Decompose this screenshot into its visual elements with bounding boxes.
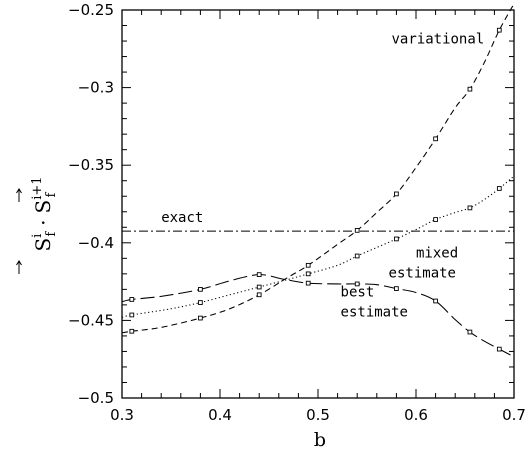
data-point-best-estimate [433, 298, 438, 304]
y-tick-label: −0.4 [78, 234, 114, 252]
data-point-variational [129, 328, 135, 334]
y-title-dot: · [31, 219, 55, 225]
annotation-variational: variational [392, 31, 485, 47]
y-tick-label: −0.45 [68, 311, 114, 329]
y-tick-label: −0.25 [68, 1, 114, 19]
data-point-variational [256, 292, 262, 298]
data-point-variational [467, 86, 473, 92]
series-line-best-estimate [121, 274, 515, 358]
data-point-mixed-estimate [394, 236, 399, 242]
series-layer [121, 3, 515, 358]
x-tick-label: 0.4 [208, 406, 232, 424]
y-title-sub-a: f [44, 231, 59, 237]
data-point-mixed-estimate [467, 205, 473, 211]
annotation-mixed: mixed [416, 246, 458, 262]
data-point-variational [496, 27, 502, 33]
data-point-best-estimate [354, 281, 360, 287]
data-point-best-estimate [467, 329, 473, 335]
x-tick-label: 0.3 [110, 406, 134, 424]
data-point-mixed-estimate [354, 253, 360, 259]
data-point-best-estimate [394, 286, 399, 291]
y-axis-title: Sif·Si+1f [30, 176, 59, 251]
annotation-exact: exact [161, 210, 203, 226]
y-title-vec-b: S [31, 200, 55, 214]
plot-frame [121, 9, 515, 399]
axes-layer: 0.3 0.4 0.5 0.6 0.7 −0.25 −0.3 −0.35 −0.4 −0.45 −0… [16, 1, 526, 424]
data-point-best-estimate [198, 287, 203, 292]
data-point-mixed-estimate [305, 271, 311, 277]
data-point-variational [198, 315, 203, 321]
annotation-best: best [341, 284, 375, 300]
data-point-mixed-estimate [496, 186, 502, 191]
y-title-sub-b: f [44, 191, 59, 197]
data-point-mixed-estimate [129, 312, 135, 318]
annotation-estimate: estimate [341, 305, 408, 321]
data-point-mixed-estimate [198, 300, 203, 305]
y-title-vector-arrowhead [16, 260, 22, 266]
y-title-vector-arrowhead [16, 188, 22, 194]
y-title-sup-b: i+1 [30, 176, 45, 199]
data-point-mixed-estimate [433, 217, 438, 222]
x-axis-title: b [314, 429, 326, 451]
data-point-variational [354, 228, 360, 233]
data-point-best-estimate [129, 297, 135, 302]
svg-text:Sif·Si+1f: Sif·Si+1f [30, 176, 59, 251]
y-title-sup-a: i [30, 234, 45, 238]
data-point-best-estimate [496, 346, 502, 352]
data-point-best-estimate [305, 280, 311, 286]
y-tick-label: −0.5 [78, 389, 114, 407]
data-point-best-estimate [256, 272, 262, 277]
x-tick-label: 0.5 [306, 406, 330, 424]
y-tick-label: −0.35 [68, 156, 114, 174]
x-tick-label: 0.6 [404, 406, 428, 424]
data-point-variational [433, 136, 438, 142]
annotation-layer: variational exact mixed estimate best estimat… [161, 31, 484, 320]
data-point-variational [394, 191, 399, 197]
annotation-estimate: estimate [389, 266, 456, 282]
marker-layer [129, 27, 502, 352]
x-tick-label: 0.7 [502, 406, 526, 424]
data-point-variational [305, 262, 311, 268]
y-tick-label: −0.3 [78, 79, 114, 97]
y-title-vec-a: S [31, 238, 55, 252]
data-point-mixed-estimate [256, 284, 262, 290]
